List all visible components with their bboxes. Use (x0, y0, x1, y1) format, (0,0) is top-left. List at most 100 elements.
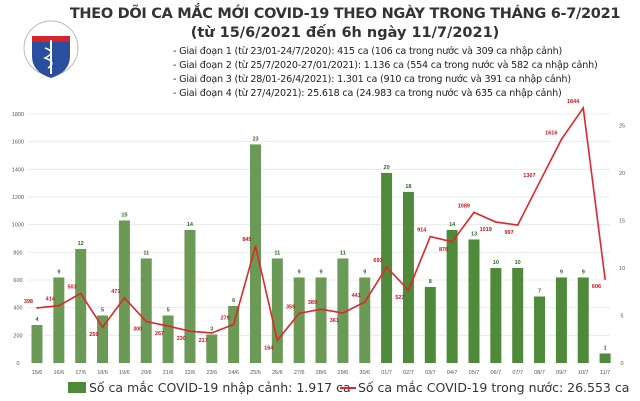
x-tick-label: 03/7 (425, 370, 436, 376)
bar-data-label: 9 (320, 269, 323, 275)
bar-data-label: 15 (121, 212, 127, 218)
bar (402, 191, 414, 363)
line-data-label: 876 (439, 247, 448, 253)
left-tick-label: 800 (13, 250, 22, 256)
line-data-label: 914 (417, 228, 427, 234)
line-data-label: 164 (264, 345, 274, 351)
x-tick-label: 22/6 (185, 370, 196, 376)
left-tick-label: 1200 (12, 195, 24, 201)
left-tick-label: 1000 (12, 223, 24, 229)
bar-data-label: 13 (471, 231, 477, 237)
x-tick-label: 11/7 (600, 370, 610, 376)
line-point (407, 289, 410, 291)
bar (118, 220, 130, 363)
x-tick-label: 17/6 (75, 370, 86, 376)
bar-data-label: 5 (167, 307, 170, 313)
line-data-label: 398 (24, 299, 33, 305)
bar-data-label: 11 (143, 250, 149, 256)
x-tick-label: 23/6 (206, 370, 217, 376)
bar (315, 277, 327, 363)
x-tick-label: 16/6 (53, 370, 64, 376)
legend-bar-swatch (68, 382, 86, 393)
line-point (429, 235, 432, 238)
bar (555, 277, 567, 363)
x-tick-label: 21/6 (163, 370, 174, 376)
bar-data-label: 4 (35, 317, 39, 323)
line-point (342, 312, 344, 314)
line-point (145, 320, 148, 323)
line-point (604, 278, 606, 280)
bar (250, 144, 261, 363)
line-data-label: 997 (505, 230, 514, 236)
x-tick-label: 02/7 (403, 370, 414, 376)
x-tick-label: 29/6 (338, 370, 349, 376)
line-data-label: 845 (242, 237, 251, 243)
legend-line-swatch (340, 386, 356, 389)
left-tick-label: 600 (13, 278, 22, 284)
bar-data-label: 8 (429, 279, 432, 285)
line-data-label: 414 (46, 297, 56, 303)
chart-subtitle: (từ 15/6/2021 đến 6h ngày 11/7/2021) (190, 25, 500, 41)
bar-data-label: 9 (582, 269, 585, 275)
bar (599, 353, 611, 363)
bar-data-label: 11 (340, 250, 346, 256)
bar (271, 258, 283, 363)
left-tick-label: 1800 (12, 112, 24, 118)
line-point (516, 224, 519, 226)
x-tick-label: 15/6 (32, 370, 43, 376)
bar-data-label: 14 (187, 222, 194, 228)
right-tick-label: 20 (619, 171, 625, 177)
bar-data-label: 9 (57, 269, 60, 275)
bar-data-label: 5 (101, 307, 104, 313)
x-tick-label: 07/7 (512, 370, 523, 376)
bar (512, 267, 524, 363)
phase-note: - Giai đoạn 4 (từ 27/4/2021): 25.618 ca … (173, 88, 562, 99)
phase-note: - Giai đoạn 1 (từ 23/01-24/7/2020): 415 … (173, 46, 563, 57)
right-tick-label: 10 (619, 266, 625, 272)
phase-note: - Giai đoạn 2 (từ 25/7/2020-27/01/2021):… (173, 60, 598, 71)
line-point (320, 308, 322, 310)
bar-data-label: 7 (538, 288, 541, 294)
line-point (451, 241, 453, 243)
line-data-label: 361 (330, 318, 339, 324)
line-data-label: 606 (592, 284, 601, 290)
line-point (538, 181, 541, 183)
bar (97, 315, 109, 363)
line-point (232, 323, 235, 326)
bar (184, 229, 196, 363)
legend-bar: Số ca mắc COVID-19 nhập cảnh: 1.917 ca (68, 380, 351, 395)
line-data-label: 1089 (458, 203, 470, 209)
line-point (58, 304, 60, 307)
ministry-of-health-logo (22, 12, 80, 89)
bar (228, 305, 240, 363)
left-tick-label: 1400 (12, 167, 24, 173)
line-data-label: 503 (68, 284, 77, 290)
legend-line: Số ca mắc COVID-19 trong nước: 26.553 ca (340, 380, 629, 395)
line-data-label: 1616 (545, 130, 557, 136)
x-tick-label: 09/7 (556, 370, 567, 376)
x-tick-label: 20/6 (141, 370, 152, 376)
bar (31, 324, 43, 363)
x-tick-label: 28/6 (316, 370, 327, 376)
right-tick-label: 25 (619, 123, 625, 129)
line-point (211, 332, 213, 334)
bar (577, 277, 589, 363)
line-data-label: 1844 (567, 99, 580, 105)
x-tick-label: 05/7 (469, 370, 480, 376)
line-point (36, 307, 38, 309)
line-data-label: 1307 (523, 173, 535, 179)
line-data-label: 1019 (480, 227, 492, 233)
chart-title: THEO DÕI CA MẮC MỚI COVID-19 THEO NGÀY T… (69, 6, 621, 22)
legend-line-label: Số ca mắc COVID-19 trong nước: 26.553 ca (358, 380, 630, 395)
x-tick-label: 18/6 (97, 370, 108, 376)
bar (468, 239, 480, 363)
bar-data-label: 9 (298, 269, 301, 275)
line-data-label: 693 (373, 258, 382, 264)
x-tick-label: 10/7 (578, 370, 589, 376)
legend-bar-label: Số ca mắc COVID-19 nhập cảnh: 1.917 ca (89, 380, 351, 395)
left-tick-label: 200 (13, 333, 22, 339)
line-data-label: 217 (199, 338, 208, 344)
line-data-label: 267 (155, 331, 164, 337)
x-tick-label: 06/7 (490, 370, 501, 376)
